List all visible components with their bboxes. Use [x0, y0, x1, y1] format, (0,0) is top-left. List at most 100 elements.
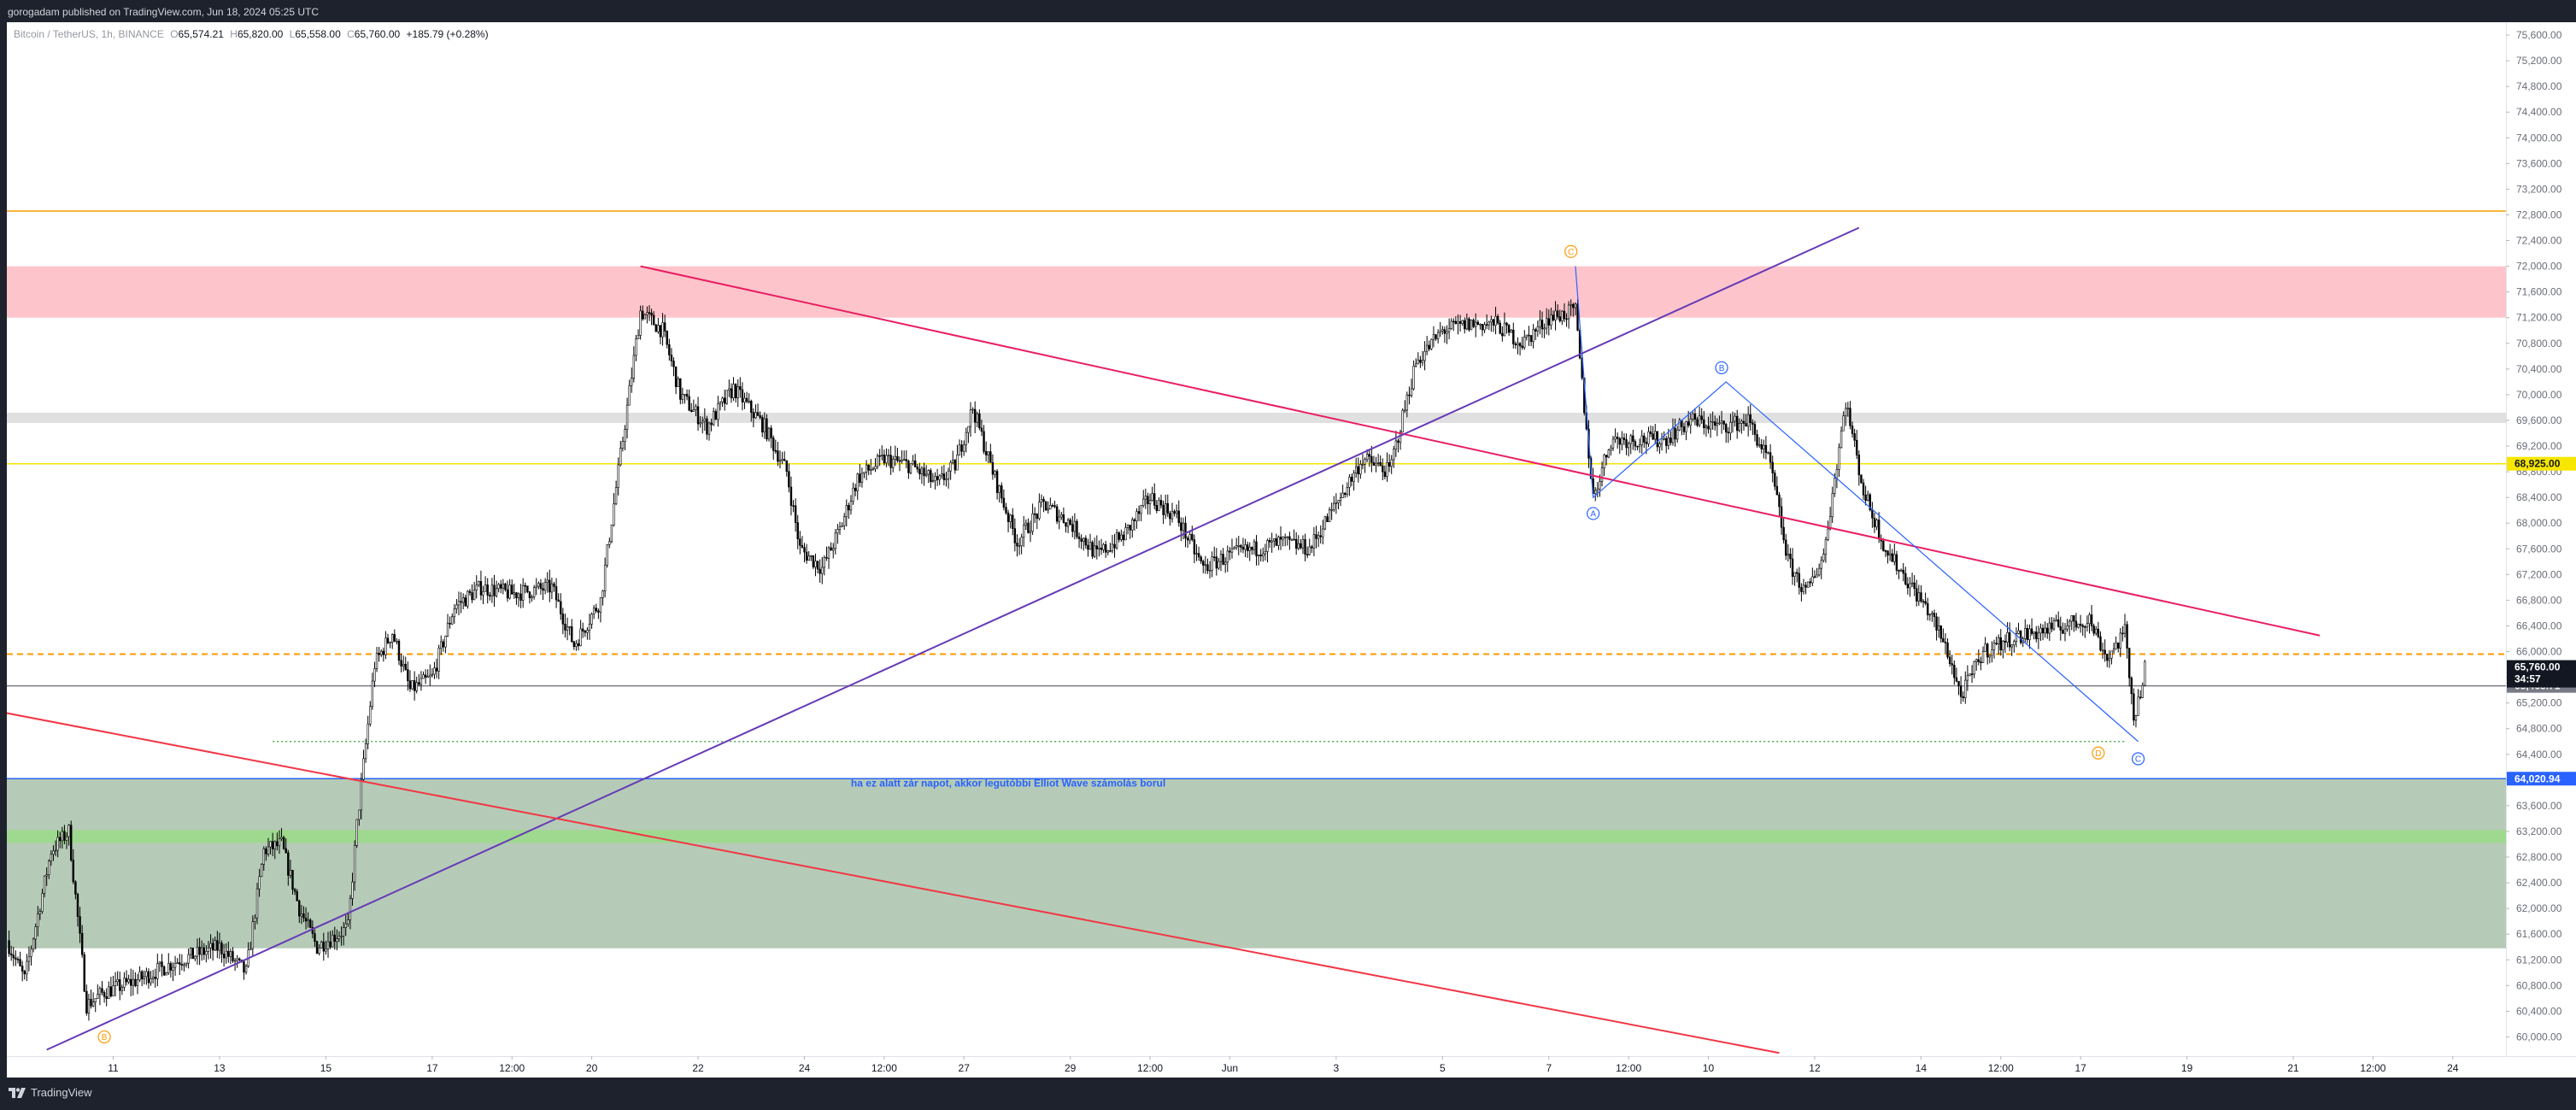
time-tick-label: 21 [2287, 1062, 2299, 1074]
candle-body [2008, 631, 2011, 648]
candle-body [1543, 327, 1546, 330]
zones-layer [7, 266, 2506, 948]
candle-body [524, 584, 526, 587]
wave-label-d[interactable]: D [2092, 746, 2105, 760]
candle-body [1051, 505, 1054, 507]
wave-label-b[interactable]: B [97, 1030, 111, 1044]
candle-body [1693, 413, 1697, 420]
candle-body [200, 947, 203, 955]
red-down-trendline[interactable] [7, 703, 1780, 1054]
candle-body [486, 584, 489, 596]
wave-label-b[interactable]: B [1715, 361, 1728, 374]
candle-body [2074, 620, 2078, 628]
candle-body [1857, 455, 1861, 476]
candle-body [67, 825, 70, 837]
candle-body [243, 960, 245, 973]
time-tick-label: 12:00 [1137, 1062, 1163, 1074]
candle-body [870, 469, 872, 471]
candle-body [353, 845, 356, 883]
candle-body [1399, 432, 1402, 443]
pink-down-trendline[interactable] [640, 265, 2321, 637]
candle-body [1904, 573, 1907, 584]
candle-body [431, 673, 434, 676]
annotation-note[interactable]: ha ez alatt zár napot, akkor legutóbbi E… [851, 777, 1165, 789]
candle-body [429, 674, 431, 678]
candle-body [1450, 320, 1452, 330]
candle-body [2090, 614, 2093, 626]
candle-body [16, 959, 20, 960]
price-tick-label: 73,600.00 [2516, 157, 2562, 169]
candle-body [1793, 572, 1796, 577]
candle-body [1970, 673, 1974, 675]
candle-body [938, 475, 941, 480]
candle-body [1674, 427, 1676, 440]
candle-body [1222, 554, 1224, 565]
candle-body [1404, 409, 1406, 412]
candle-body [763, 418, 766, 432]
candle-body [2077, 624, 2080, 628]
candle-body [1241, 547, 1245, 550]
chart-svg[interactable]: C A B C D Bha ez alatt zár napot, akkor legut… [7, 22, 2576, 1078]
price-tick-label: 70,800.00 [2516, 338, 2562, 349]
candle-body [105, 995, 108, 999]
candle-body [2057, 619, 2060, 627]
wave-label-text: A [1590, 509, 1596, 519]
candle-body [625, 404, 629, 430]
candle-body [108, 986, 110, 999]
purple-up-trendline[interactable] [46, 226, 1860, 1051]
tradingview-logo[interactable]: TradingView [9, 1086, 92, 1099]
candle-body [1937, 625, 1940, 631]
candle-body [48, 860, 50, 875]
candle-body [1323, 516, 1327, 530]
candle-body [2130, 677, 2133, 695]
wave-label-c[interactable]: C [1564, 244, 1578, 258]
candle-body [1364, 459, 1366, 465]
wave-label-a[interactable]: A [1587, 507, 1600, 520]
candle-body [1246, 544, 1249, 551]
candle-body [424, 674, 427, 678]
candle-body [1523, 336, 1526, 349]
candle-body [1029, 531, 1032, 533]
candle-body [896, 455, 899, 461]
candle-body [515, 592, 518, 598]
candle-body [1610, 447, 1612, 450]
candle-body [65, 836, 68, 841]
candle-body [810, 555, 813, 557]
candle-body [1692, 413, 1694, 420]
candle-body [2117, 642, 2120, 649]
candle-body [2088, 614, 2091, 625]
candle-body [1301, 538, 1305, 549]
candle-body [114, 981, 117, 986]
candle-body [1262, 553, 1265, 557]
candle-body [449, 622, 451, 625]
candle-body [781, 459, 783, 461]
candle-body [635, 338, 637, 356]
candle-body [26, 960, 28, 975]
elliott-wave-path[interactable] [1575, 266, 2139, 743]
candle-body [207, 947, 210, 952]
candle-body [1071, 524, 1074, 532]
candle-body [1335, 502, 1338, 504]
candle-body [1933, 613, 1936, 618]
candle-body [1552, 314, 1555, 320]
candle-body [205, 951, 208, 955]
candle-body [389, 642, 391, 643]
candle-body [72, 860, 75, 883]
candle-body [1129, 525, 1131, 531]
candle-body [1888, 553, 1892, 556]
candle-body [983, 431, 985, 452]
wave-label-c[interactable]: C [2131, 752, 2145, 766]
candle-body [1756, 434, 1758, 446]
candle-body [1696, 419, 1699, 426]
candle-body [56, 837, 59, 851]
candle-body [1957, 680, 1960, 687]
candle-body [173, 962, 177, 968]
candle-body [109, 986, 113, 996]
candle-body [1485, 324, 1488, 326]
candle-body [1550, 314, 1552, 326]
candle-body [1749, 414, 1752, 424]
candle-body [924, 473, 928, 477]
candle-body [1452, 320, 1455, 323]
candle-body [1540, 320, 1544, 330]
